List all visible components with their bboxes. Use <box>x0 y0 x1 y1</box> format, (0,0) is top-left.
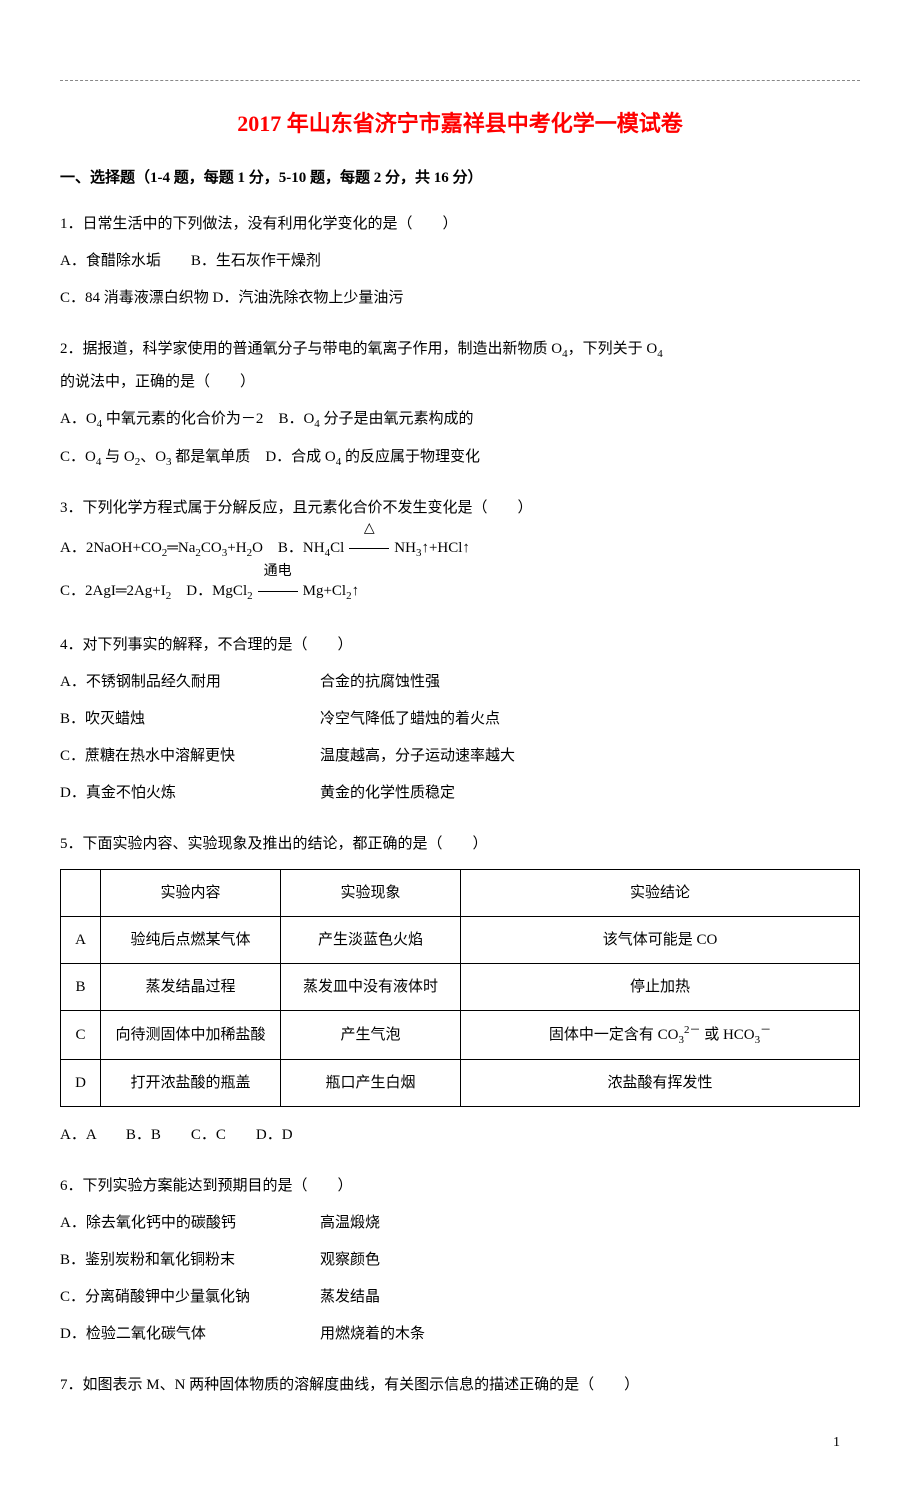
th-blank <box>61 869 101 916</box>
q6-optC: C．分离硝酸钾中少量氯化钠蒸发结晶 <box>60 1281 860 1314</box>
q1-options-cd: C．84 消毒液漂白织物 D．汽油洗除衣物上少量油污 <box>60 282 860 315</box>
cell-phenomenon: 瓶口产生白烟 <box>281 1059 461 1106</box>
question-5: 5．下面实验内容、实验现象及推出的结论，都正确的是（ ） 实验内容 实验现象 实… <box>60 828 860 1152</box>
section-header: 一、选择题（1-4 题，每题 1 分，5-10 题，每题 2 分，共 16 分） <box>60 166 860 190</box>
q1-optA: A．食醋除水垢 <box>60 253 161 269</box>
question-4: 4．对下列事实的解释，不合理的是（ ） A．不锈钢制品经久耐用合金的抗腐蚀性强 … <box>60 629 860 810</box>
question-1: 1．日常生活中的下列做法，没有利用化学变化的是（ ） A．食醋除水垢 B．生石灰… <box>60 208 860 315</box>
q2-options-cd: C．O4 与 O2、O3 都是氧单质 D．合成 O4 的反应属于物理变化 <box>60 441 860 474</box>
cell-label: B <box>61 963 101 1010</box>
exam-title: 2017 年山东省济宁市嘉祥县中考化学一模试卷 <box>60 106 860 141</box>
q3-optB: B．NH4Cl△NH3↑+HCl↑ <box>278 540 470 556</box>
q4-optB: B．吹灭蜡烛冷空气降低了蜡烛的着火点 <box>60 703 860 736</box>
header-divider <box>60 80 860 81</box>
q3-optA: A．2NaOH+CO2═Na2CO3+H2O <box>60 540 263 556</box>
question-3: 3．下列化学方程式属于分解反应，且元素化合价不发生变化是（ ） A．2NaOH+… <box>60 492 860 611</box>
experiment-table: 实验内容 实验现象 实验结论 A 验纯后点燃某气体 产生淡蓝色火焰 该气体可能是… <box>60 869 860 1107</box>
q5-answer-options: A．A B．B C．C D．D <box>60 1119 860 1152</box>
cell-conclusion: 停止加热 <box>461 963 860 1010</box>
q4-text: 4．对下列事实的解释，不合理的是（ ） <box>60 629 860 662</box>
cell-content: 向待测固体中加稀盐酸 <box>101 1010 281 1059</box>
cell-conclusion: 该气体可能是 CO <box>461 916 860 963</box>
th-conclusion: 实验结论 <box>461 869 860 916</box>
q3-text: 3．下列化学方程式属于分解反应，且元素化合价不发生变化是（ ） <box>60 492 860 525</box>
q2-optB: B．O4 分子是由氧元素构成的 <box>278 411 473 427</box>
q5-text: 5．下面实验内容、实验现象及推出的结论，都正确的是（ ） <box>60 828 860 861</box>
q1-text: 1．日常生活中的下列做法，没有利用化学变化的是（ ） <box>60 208 860 241</box>
cell-phenomenon: 产生淡蓝色火焰 <box>281 916 461 963</box>
q4-optA: A．不锈钢制品经久耐用合金的抗腐蚀性强 <box>60 666 860 699</box>
q6-text: 6．下列实验方案能达到预期目的是（ ） <box>60 1170 860 1203</box>
table-row: C 向待测固体中加稀盐酸 产生气泡 固体中一定含有 CO32－ 或 HCO3－ <box>61 1010 860 1059</box>
q6-optA: A．除去氧化钙中的碳酸钙高温煅烧 <box>60 1207 860 1240</box>
cell-content: 蒸发结晶过程 <box>101 963 281 1010</box>
cell-label: A <box>61 916 101 963</box>
q2-optA: A．O4 中氧元素的化合价为－2 <box>60 411 263 427</box>
question-6: 6．下列实验方案能达到预期目的是（ ） A．除去氧化钙中的碳酸钙高温煅烧 B．鉴… <box>60 1170 860 1351</box>
q2-text: 2．据报道，科学家使用的普通氧分子与带电的氧离子作用，制造出新物质 O4，下列关… <box>60 333 860 399</box>
page-number: 1 <box>60 1432 860 1454</box>
q1-optC: C．84 消毒液漂白织物 <box>60 290 209 306</box>
th-content: 实验内容 <box>101 869 281 916</box>
table-row: A 验纯后点燃某气体 产生淡蓝色火焰 该气体可能是 CO <box>61 916 860 963</box>
cell-phenomenon: 蒸发皿中没有液体时 <box>281 963 461 1010</box>
table-row: D 打开浓盐酸的瓶盖 瓶口产生白烟 浓盐酸有挥发性 <box>61 1059 860 1106</box>
question-7: 7．如图表示 M、N 两种固体物质的溶解度曲线，有关图示信息的描述正确的是（ ） <box>60 1369 860 1402</box>
cell-label: C <box>61 1010 101 1059</box>
q7-text: 7．如图表示 M、N 两种固体物质的溶解度曲线，有关图示信息的描述正确的是（ ） <box>60 1369 860 1402</box>
cell-content: 打开浓盐酸的瓶盖 <box>101 1059 281 1106</box>
th-phenomenon: 实验现象 <box>281 869 461 916</box>
q6-optD: D．检验二氧化碳气体用燃烧着的木条 <box>60 1318 860 1351</box>
q1-options-ab: A．食醋除水垢 B．生石灰作干燥剂 <box>60 245 860 278</box>
cell-content: 验纯后点燃某气体 <box>101 916 281 963</box>
question-2: 2．据报道，科学家使用的普通氧分子与带电的氧离子作用，制造出新物质 O4，下列关… <box>60 333 860 474</box>
cell-label: D <box>61 1059 101 1106</box>
q3-options-ab: A．2NaOH+CO2═Na2CO3+H2O B．NH4Cl△NH3↑+HCl↑ <box>60 529 860 568</box>
q3-options-cd: C．2AgI═2Ag+I2 D．MgCl2通电Mg+Cl2↑ <box>60 572 860 611</box>
q1-optD: D．汽油洗除衣物上少量油污 <box>213 290 404 306</box>
q4-optD: D．真金不怕火炼黄金的化学性质稳定 <box>60 777 860 810</box>
cell-conclusion: 浓盐酸有挥发性 <box>461 1059 860 1106</box>
q2-options-ab: A．O4 中氧元素的化合价为－2 B．O4 分子是由氧元素构成的 <box>60 403 860 436</box>
q3-optD: D．MgCl2通电Mg+Cl2↑ <box>186 583 359 599</box>
cell-phenomenon: 产生气泡 <box>281 1010 461 1059</box>
q3-optC: C．2AgI═2Ag+I2 <box>60 583 171 599</box>
q4-optC: C．蔗糖在热水中溶解更快温度越高，分子运动速率越大 <box>60 740 860 773</box>
table-row: B 蒸发结晶过程 蒸发皿中没有液体时 停止加热 <box>61 963 860 1010</box>
cell-conclusion: 固体中一定含有 CO32－ 或 HCO3－ <box>461 1010 860 1059</box>
q6-optB: B．鉴别炭粉和氧化铜粉末观察颜色 <box>60 1244 860 1277</box>
q1-optB: B．生石灰作干燥剂 <box>191 253 321 269</box>
q2-optD: D．合成 O4 的反应属于物理变化 <box>265 449 480 465</box>
table-header-row: 实验内容 实验现象 实验结论 <box>61 869 860 916</box>
q2-optC: C．O4 与 O2、O3 都是氧单质 <box>60 449 250 465</box>
